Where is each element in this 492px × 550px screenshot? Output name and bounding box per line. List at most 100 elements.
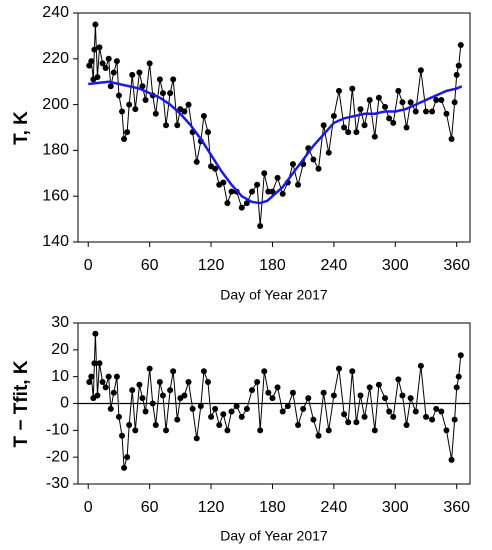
data-point [382, 395, 389, 402]
data-point [295, 181, 302, 188]
data-point [390, 119, 397, 126]
data-point [366, 384, 373, 391]
data-point [224, 200, 231, 207]
data-point [289, 389, 296, 396]
x-tick-label: 360 [443, 499, 470, 516]
data-point [261, 368, 268, 375]
data-point [417, 67, 424, 74]
data-point [174, 122, 181, 129]
data-point [265, 389, 272, 396]
data-point [453, 384, 460, 391]
data-point [129, 387, 136, 394]
data-point [88, 58, 95, 65]
data-point [152, 421, 159, 428]
data-point [200, 368, 207, 375]
data-point [305, 395, 312, 402]
data-point [382, 103, 389, 110]
data-point [320, 122, 327, 129]
data-point [269, 188, 276, 195]
x-axis-label: Day of Year 2017 [220, 528, 328, 544]
data-point [345, 419, 352, 426]
data-point [357, 392, 364, 399]
y-tick-label: 10 [51, 368, 69, 385]
data-point [320, 389, 327, 396]
data-point [429, 108, 436, 115]
data-point [159, 90, 166, 97]
data-point [228, 188, 235, 195]
data-point [96, 44, 103, 51]
data-point [361, 413, 368, 420]
data-point [375, 381, 382, 388]
data-point [274, 174, 281, 181]
data-point [407, 99, 414, 106]
x-tick-label: 120 [198, 499, 225, 516]
x-tick-label: 240 [321, 499, 348, 516]
data-point [395, 87, 402, 94]
data-point [181, 108, 188, 115]
data-point [113, 58, 120, 65]
data-point [91, 360, 98, 367]
data-point [167, 90, 174, 97]
x-axis-label: Day of Year 2017 [220, 287, 328, 303]
data-point [386, 408, 393, 415]
data-point [119, 108, 126, 115]
y-tick-label: -20 [46, 448, 69, 465]
data-point [375, 94, 382, 101]
data-point [257, 427, 264, 434]
y-tick-label: 30 [51, 314, 69, 331]
data-point [88, 373, 95, 380]
data-point [357, 106, 364, 113]
data-point [261, 170, 268, 177]
data-point [136, 69, 143, 76]
data-point [330, 113, 337, 120]
data-point [220, 179, 227, 186]
data-point [189, 405, 196, 412]
data-point [212, 405, 219, 412]
data-point [152, 110, 159, 117]
x-tick-label: 60 [141, 499, 159, 516]
data-point [361, 122, 368, 129]
x-tick-label: 180 [259, 257, 286, 274]
data-point [163, 427, 170, 434]
data-point [185, 101, 192, 108]
data-point [124, 129, 131, 136]
data-point [224, 427, 231, 434]
data-point [451, 416, 458, 423]
data-point [115, 92, 122, 99]
data-point [105, 373, 112, 380]
data-point [433, 405, 440, 412]
data-point [167, 387, 174, 394]
data-point [115, 413, 122, 420]
y-tick-label: 140 [42, 233, 69, 250]
data-point [371, 427, 378, 434]
data-point [274, 384, 281, 391]
x-tick-label: 0 [84, 499, 93, 516]
data-point [417, 362, 424, 369]
data-point [121, 464, 128, 471]
data-point [92, 21, 99, 28]
data-point [399, 99, 406, 106]
y-axis-label: T, K [11, 111, 32, 145]
data-point [126, 421, 133, 428]
y-tick-label: 20 [51, 341, 69, 358]
data-line [88, 333, 462, 469]
data-point [345, 129, 352, 136]
data-point [455, 62, 462, 69]
data-point [233, 403, 240, 410]
data-point [124, 454, 131, 461]
data-point [455, 373, 462, 380]
data-point [453, 71, 460, 78]
data-point [142, 408, 149, 415]
data-point [113, 373, 120, 380]
data-point [448, 135, 455, 142]
data-point [170, 368, 177, 375]
data-point [422, 413, 429, 420]
data-point [315, 165, 322, 172]
data-point [248, 188, 255, 195]
data-point [443, 110, 450, 117]
data-point [325, 427, 332, 434]
data-point [412, 408, 419, 415]
data-point [390, 413, 397, 420]
data-point [91, 46, 98, 53]
